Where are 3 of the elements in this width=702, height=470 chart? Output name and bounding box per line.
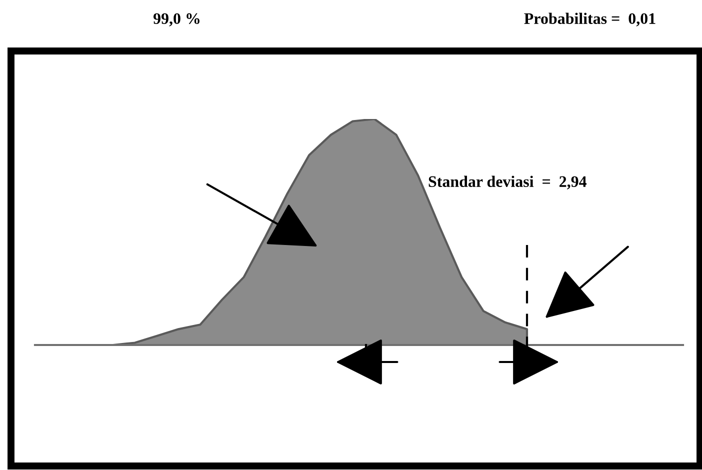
text: 99,0 %	[153, 13, 200, 26]
text: Probabilitas = 0,01	[524, 12, 656, 26]
annotation: Standar deviasi = 2,94	[428, 176, 587, 190]
